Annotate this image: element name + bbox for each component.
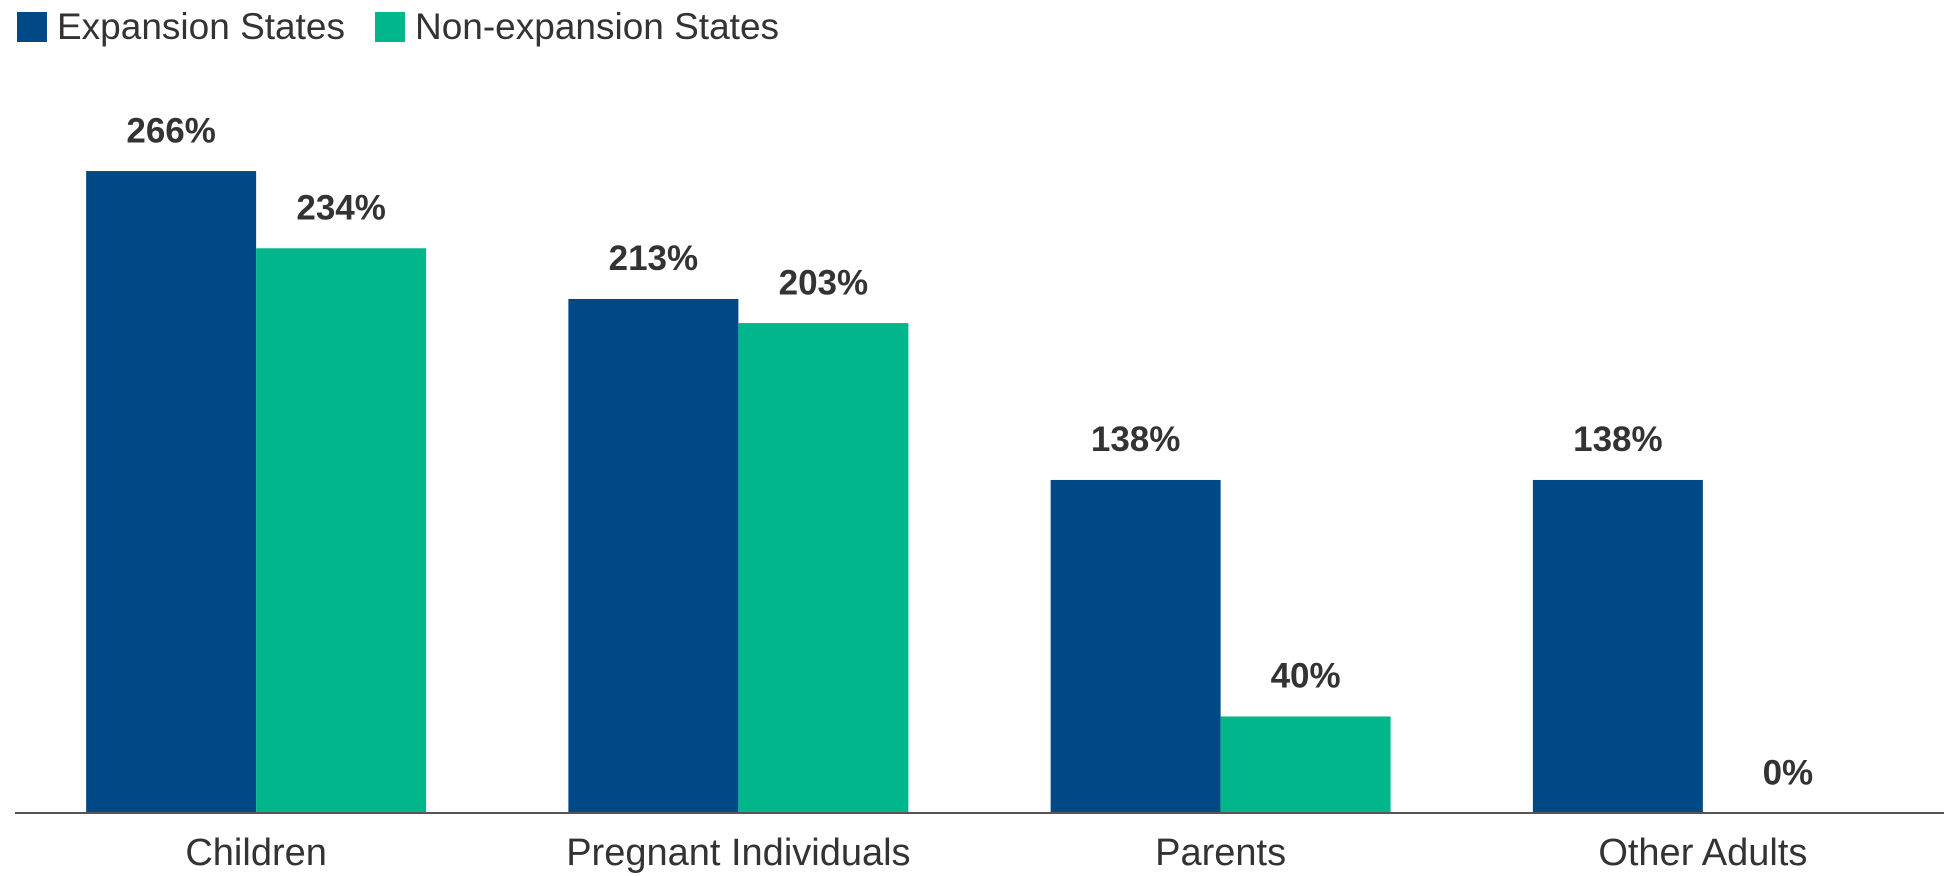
bar	[1220, 716, 1391, 813]
value-label: 213%	[609, 239, 699, 278]
value-label: 203%	[779, 263, 869, 302]
x-tick-label: Parents	[1155, 832, 1286, 874]
x-tick-label: Other Adults	[1598, 832, 1807, 874]
bar	[1050, 479, 1221, 813]
bar	[1532, 479, 1703, 813]
value-label: 138%	[1573, 420, 1663, 459]
value-label: 266%	[126, 111, 216, 150]
bar	[256, 248, 427, 813]
legend-swatch	[17, 12, 47, 42]
x-tick-label: Children	[185, 832, 327, 874]
bar	[86, 171, 257, 813]
legend-label: Expansion States	[57, 6, 345, 47]
value-label: 138%	[1091, 420, 1181, 459]
x-tick-label: Pregnant Individuals	[566, 832, 910, 874]
legend-label: Non-expansion States	[415, 6, 779, 47]
bar	[568, 298, 739, 814]
value-label: 40%	[1271, 657, 1341, 696]
value-label: 0%	[1763, 753, 1814, 792]
value-label: 234%	[296, 189, 386, 228]
bar	[738, 323, 909, 813]
legend-swatch	[374, 12, 405, 42]
